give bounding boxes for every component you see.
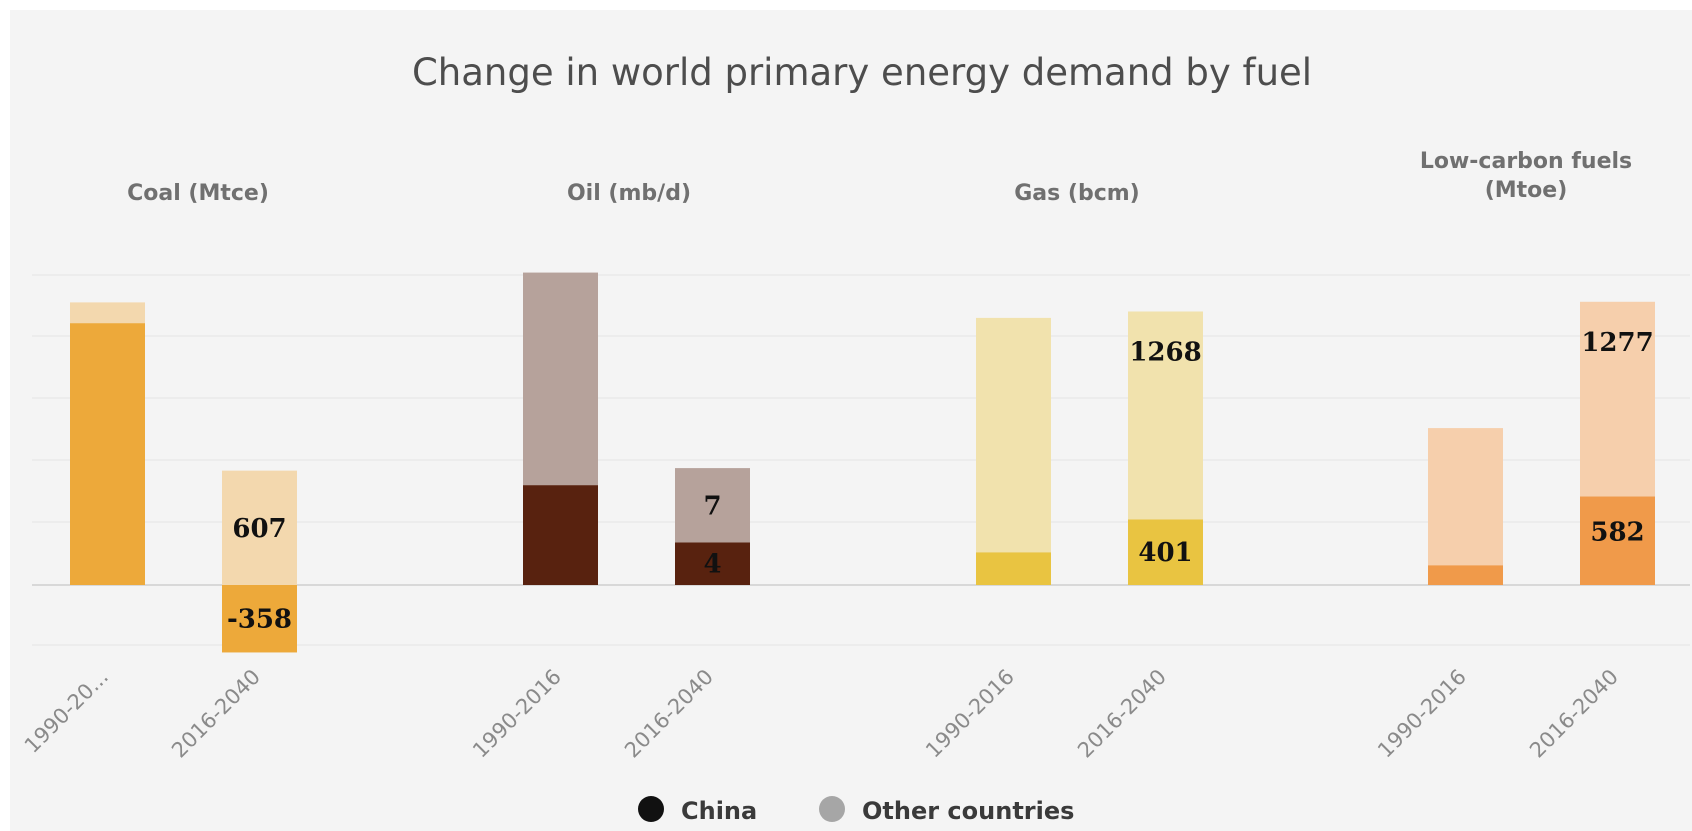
bar-other-countries[interactable]	[70, 302, 145, 324]
chart-title: Change in world primary energy demand by…	[412, 51, 1312, 94]
data-label-other-countries: 607	[232, 514, 286, 544]
bar-china[interactable]	[222, 585, 297, 653]
data-label-china: -358	[227, 605, 292, 635]
legend-china-marker	[638, 796, 664, 822]
chart-panel	[10, 10, 1692, 831]
bar-other-countries[interactable]	[222, 470, 297, 585]
data-label-china: 401	[1138, 538, 1192, 568]
category-tick-label: 2016-2040	[620, 665, 718, 763]
data-label-china: 4	[703, 550, 721, 580]
panel-title: Coal (Mtce)	[127, 181, 269, 206]
category-tick-label: 2016-2040	[1073, 665, 1171, 763]
bar-other-countries[interactable]	[1428, 428, 1503, 566]
data-label-other-countries: 1268	[1129, 338, 1201, 368]
panel-title: Oil (mb/d)	[567, 181, 691, 206]
category-tick-label: 1990-2016	[921, 665, 1019, 763]
panel-title: Low-carbon fuels (Mtoe)	[1420, 149, 1632, 203]
bar-china[interactable]	[523, 485, 598, 585]
data-labels: -358 607 4 7 401 1268 582 1277	[227, 328, 1654, 635]
bar-other-countries[interactable]	[976, 317, 1051, 553]
bar-china[interactable]	[1428, 565, 1503, 585]
bars	[70, 272, 1655, 653]
category-tick-labels: 1990-20... 2016-2040 1990-2016 2016-2040 199…	[20, 665, 1623, 763]
bar-other-countries[interactable]	[675, 468, 750, 543]
data-label-other-countries: 7	[703, 491, 721, 521]
category-tick-label: 1990-2016	[468, 665, 566, 763]
legend-other-countries-marker	[819, 796, 845, 822]
category-tick-label: 2016-2040	[167, 665, 265, 763]
category-tick-label: 1990-20...	[20, 665, 113, 758]
grid-lines	[32, 274, 1690, 646]
bar-china[interactable]	[70, 323, 145, 585]
bar-other-countries[interactable]	[523, 272, 598, 486]
legend[interactable]: China Other countries	[638, 796, 1074, 825]
bar-china[interactable]	[1128, 519, 1203, 585]
legend-china-label: China	[681, 797, 757, 825]
bar-other-countries[interactable]	[1580, 301, 1655, 497]
bar-china[interactable]	[675, 542, 750, 585]
category-tick-label: 2016-2040	[1525, 665, 1623, 763]
panel-titles: Coal (Mtce) Oil (mb/d) Gas (bcm) Low-carbon…	[127, 149, 1632, 206]
legend-other-countries-label: Other countries	[862, 797, 1074, 825]
category-tick-label: 1990-2016	[1373, 665, 1471, 763]
data-label-other-countries: 1277	[1581, 328, 1653, 358]
bar-other-countries[interactable]	[1128, 311, 1203, 520]
bar-china[interactable]	[1580, 496, 1655, 585]
bar-china[interactable]	[976, 552, 1051, 585]
data-label-china: 582	[1590, 517, 1644, 547]
panel-title: Gas (bcm)	[1014, 181, 1139, 206]
